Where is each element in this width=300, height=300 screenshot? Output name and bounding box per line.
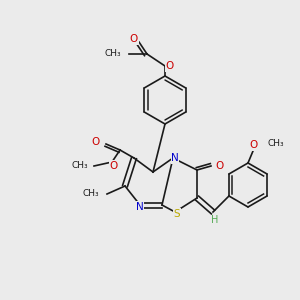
Text: N: N [136,202,144,212]
Text: O: O [92,137,100,147]
Text: O: O [166,61,174,71]
Text: H: H [211,215,219,225]
Text: S: S [174,209,180,219]
Text: CH₃: CH₃ [82,190,99,199]
Text: O: O [110,161,118,171]
Text: CH₃: CH₃ [71,161,88,170]
Text: O: O [215,161,223,171]
Text: N: N [171,153,179,163]
Text: O: O [130,34,138,44]
Text: O: O [249,140,257,150]
Text: CH₃: CH₃ [268,139,285,148]
Text: CH₃: CH₃ [104,50,121,58]
